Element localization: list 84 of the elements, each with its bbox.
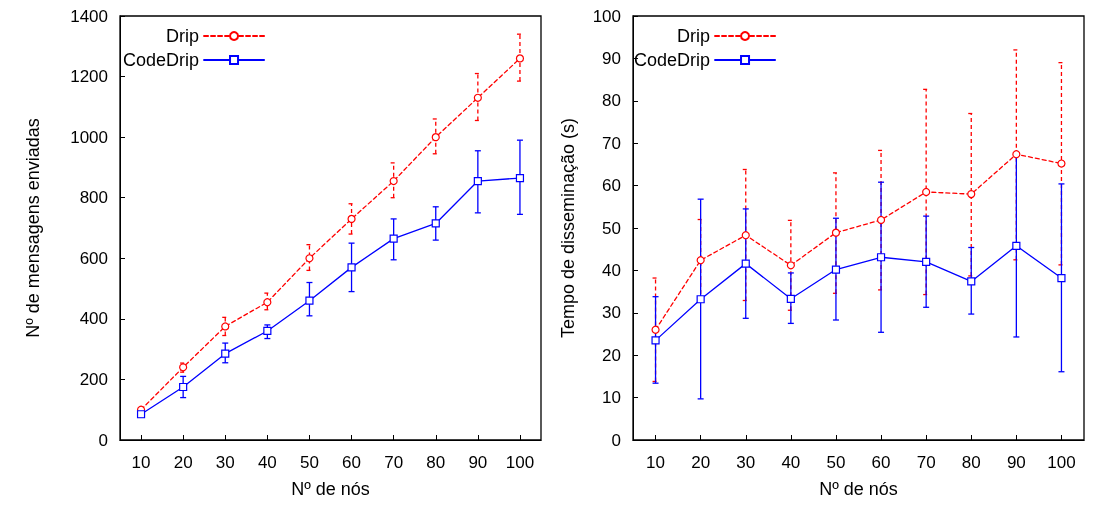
x-tick-label: 20 bbox=[173, 453, 193, 472]
x-tick-label: 90 bbox=[468, 453, 488, 472]
point bbox=[431, 133, 440, 142]
point bbox=[786, 294, 795, 303]
point bbox=[696, 256, 705, 265]
legend-label: Drip bbox=[166, 26, 200, 46]
point bbox=[967, 189, 976, 199]
point bbox=[831, 265, 841, 274]
y-tick-label: 60 bbox=[602, 176, 621, 196]
y-tick-label: 600 bbox=[79, 248, 108, 268]
point bbox=[221, 322, 230, 331]
y-tick-label: 20 bbox=[602, 345, 621, 365]
y-tick-label: 0 bbox=[98, 430, 108, 450]
point bbox=[1057, 159, 1066, 168]
y-tick-label: 400 bbox=[79, 309, 108, 329]
point bbox=[786, 261, 795, 270]
point bbox=[305, 254, 314, 263]
point bbox=[431, 219, 440, 228]
point bbox=[1012, 241, 1021, 250]
point bbox=[515, 173, 525, 183]
y-tick-label: 200 bbox=[79, 369, 108, 389]
x-tick-label: 70 bbox=[916, 453, 936, 472]
point bbox=[347, 214, 356, 224]
x-tick-label: 40 bbox=[257, 453, 277, 472]
legend-label: CodeDrip bbox=[633, 50, 711, 70]
y-tick-label: 50 bbox=[602, 218, 621, 238]
point bbox=[347, 263, 356, 272]
legend-label: CodeDrip bbox=[122, 50, 200, 70]
y-tick-label: 10 bbox=[602, 388, 621, 408]
point bbox=[831, 228, 841, 237]
point bbox=[651, 336, 660, 345]
y-tick-label: 30 bbox=[602, 303, 621, 323]
x-tick-label: 100 bbox=[1047, 453, 1076, 472]
point bbox=[1012, 150, 1021, 159]
x-tick-label: 60 bbox=[342, 453, 362, 472]
point bbox=[221, 349, 230, 358]
point bbox=[922, 187, 931, 197]
point bbox=[136, 410, 146, 419]
y-tick-label: 40 bbox=[602, 260, 621, 280]
x-tick-label: 90 bbox=[1006, 453, 1026, 472]
y-tick-label: 1200 bbox=[70, 67, 108, 87]
point bbox=[922, 257, 931, 267]
point bbox=[1057, 273, 1066, 283]
y-tick-label: 100 bbox=[592, 6, 621, 26]
point bbox=[179, 382, 188, 392]
y-tick-label: 1000 bbox=[70, 127, 108, 147]
point bbox=[651, 325, 660, 334]
x-tick-label: 20 bbox=[691, 453, 711, 472]
x-tick-label: 30 bbox=[736, 453, 756, 472]
point bbox=[305, 296, 314, 305]
x-tick-label: 80 bbox=[426, 453, 446, 472]
point bbox=[876, 253, 886, 262]
point bbox=[473, 93, 482, 102]
x-axis-title: Nº de nós bbox=[291, 479, 370, 499]
point bbox=[389, 234, 398, 243]
x-tick-label: 10 bbox=[646, 453, 666, 472]
y-tick-label: 1400 bbox=[70, 6, 108, 26]
point bbox=[876, 215, 886, 225]
x-axis-title: Nº de nós bbox=[819, 479, 898, 499]
point bbox=[263, 298, 272, 307]
y-axis-title: Tempo de disseminação (s) bbox=[558, 117, 578, 339]
point bbox=[515, 54, 525, 63]
point bbox=[473, 176, 482, 186]
point bbox=[741, 231, 750, 240]
x-tick-label: 30 bbox=[215, 453, 235, 472]
y-tick-label: 0 bbox=[611, 430, 621, 450]
point bbox=[389, 176, 398, 186]
legend-label: Drip bbox=[677, 26, 711, 46]
y-tick-label: 800 bbox=[79, 188, 108, 208]
y-tick-label: 70 bbox=[602, 133, 621, 153]
y-axis-title: Nº de mensagens enviadas bbox=[23, 118, 43, 338]
x-tick-label: 70 bbox=[384, 453, 404, 472]
x-tick-label: 100 bbox=[505, 453, 535, 472]
y-tick-label: 90 bbox=[602, 48, 621, 68]
x-tick-label: 40 bbox=[781, 453, 801, 472]
x-tick-label: 80 bbox=[961, 453, 981, 472]
x-tick-label: 10 bbox=[131, 453, 151, 472]
point bbox=[263, 326, 272, 336]
point bbox=[696, 295, 705, 304]
x-tick-label: 60 bbox=[871, 453, 891, 472]
x-tick-label: 50 bbox=[826, 453, 846, 472]
point bbox=[741, 259, 750, 268]
y-tick-label: 80 bbox=[602, 91, 621, 111]
x-tick-label: 50 bbox=[299, 453, 319, 472]
